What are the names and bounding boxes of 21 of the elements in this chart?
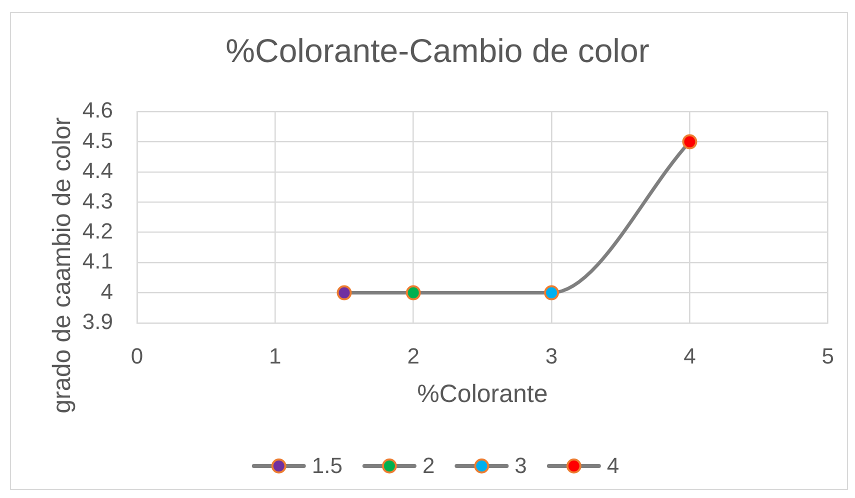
legend-label: 4 (606, 453, 620, 478)
y-tick-label: 4.4 (82, 158, 113, 184)
legend-label: 1.5 (312, 453, 342, 478)
x-axis-title: %Colorante (417, 380, 548, 408)
x-tick-label: 1 (269, 343, 282, 368)
y-tick-label: 4.1 (82, 248, 113, 274)
y-tick-label: 4.2 (82, 218, 113, 244)
y-tick-label: 4 (100, 278, 113, 304)
y-tick-label: 4.3 (82, 188, 113, 214)
y-tick-label: 4.5 (82, 128, 113, 153)
y-axis-title: grado de caambio de color (48, 117, 76, 414)
x-tick-label: 4 (684, 343, 696, 368)
x-tick-label: 5 (822, 343, 834, 368)
y-tick-label: 4.6 (82, 98, 113, 123)
x-tick-label: 0 (130, 343, 144, 368)
x-tick-label: 3 (545, 343, 558, 368)
y-tick-label: 3.9 (82, 309, 113, 334)
legend-label: 2 (422, 453, 435, 478)
chart-title: %Colorante-Cambio de color (226, 32, 650, 69)
legend-label: 3 (514, 453, 527, 478)
x-tick-label: 2 (407, 343, 420, 368)
